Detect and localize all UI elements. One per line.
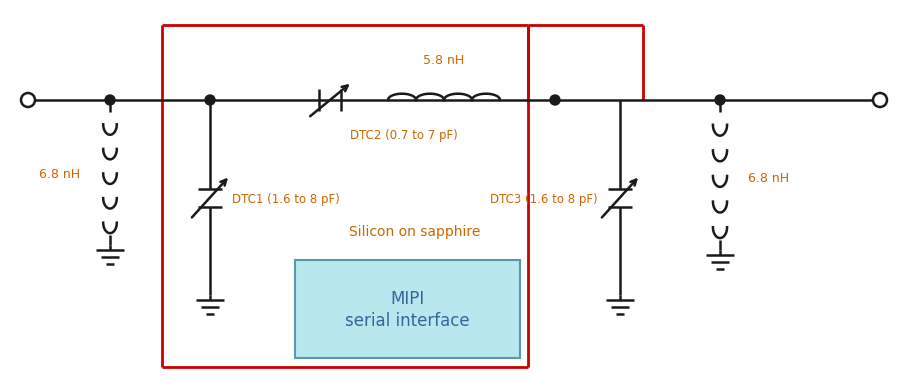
Text: DTC1 (1.6 to 8 pF): DTC1 (1.6 to 8 pF) xyxy=(232,193,340,207)
Text: MIPI: MIPI xyxy=(390,290,425,308)
Text: 6.8 nH: 6.8 nH xyxy=(39,169,80,181)
Circle shape xyxy=(715,95,725,105)
Circle shape xyxy=(21,93,35,107)
Text: 6.8 nH: 6.8 nH xyxy=(748,171,789,185)
Circle shape xyxy=(205,95,215,105)
Text: DTC3 (1.6 to 8 pF): DTC3 (1.6 to 8 pF) xyxy=(490,193,598,207)
Text: serial interface: serial interface xyxy=(345,312,469,330)
FancyBboxPatch shape xyxy=(295,260,520,358)
Circle shape xyxy=(105,95,115,105)
Circle shape xyxy=(873,93,887,107)
Text: 5.8 nH: 5.8 nH xyxy=(423,54,465,66)
Text: Silicon on sapphire: Silicon on sapphire xyxy=(350,225,480,239)
Circle shape xyxy=(550,95,560,105)
Text: DTC2 (0.7 to 7 pF): DTC2 (0.7 to 7 pF) xyxy=(350,129,458,142)
